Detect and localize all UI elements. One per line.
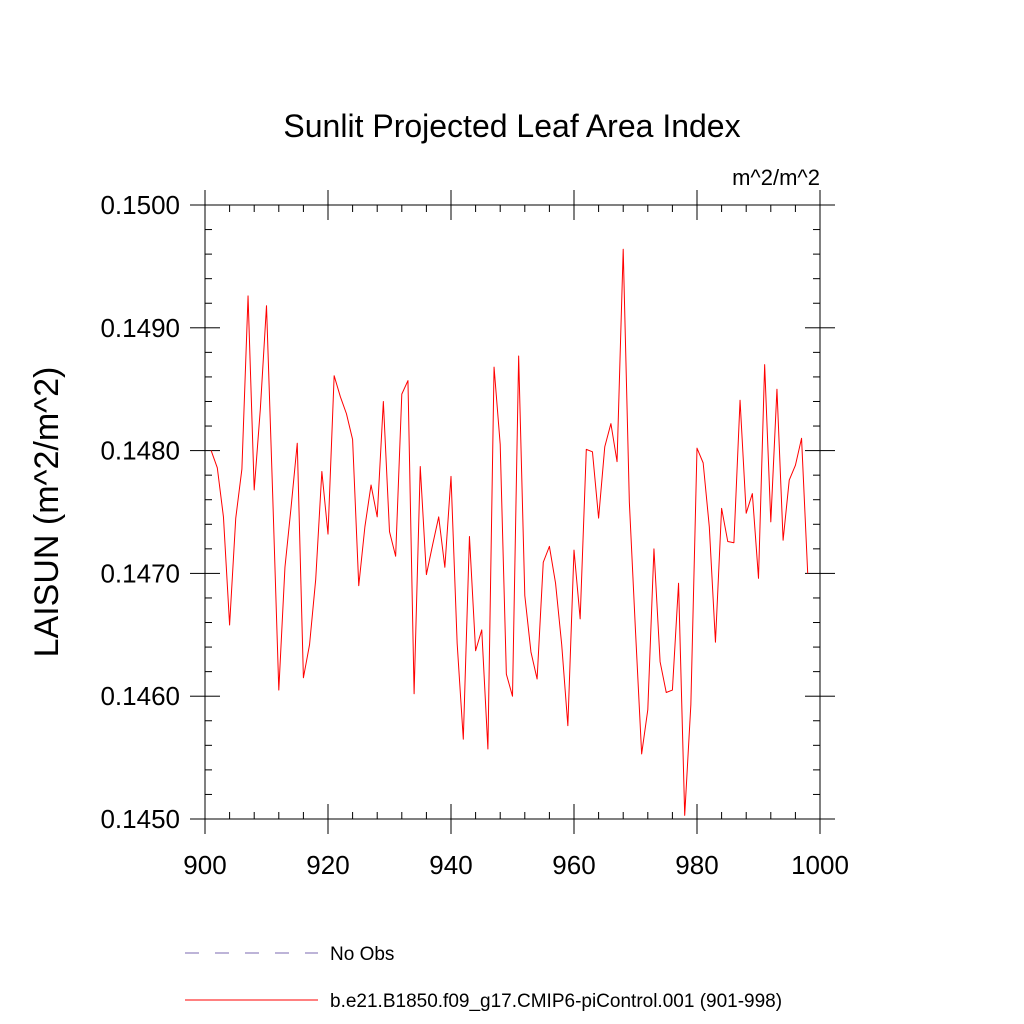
x-tick-label: 960 (552, 850, 595, 880)
axis-ticks (190, 190, 835, 834)
legend-label-picontrol: b.e21.B1850.f09_g17.CMIP6-piControl.001 … (330, 991, 782, 1012)
legend-label-no-obs: No Obs (330, 944, 394, 965)
axis-tick-labels: 900 920 940 960 980 1000 0.1450 0.1460 0.1470 0.1… (100, 190, 848, 880)
y-tick-label: 0.1460 (100, 681, 180, 711)
series-line-picontrol (210, 248, 809, 816)
x-tick-label: 900 (183, 850, 226, 880)
y-tick-label: 0.1480 (100, 436, 180, 466)
series-layer (210, 248, 809, 816)
chart-title: Sunlit Projected Leaf Area Index (283, 108, 740, 144)
y-tick-label: 0.1450 (100, 804, 180, 834)
legend: No Obs b.e21.B1850.f09_g17.CMIP6-piContr… (185, 944, 782, 1012)
y-axis-label: LAISUN (m^2/m^2) (28, 367, 66, 658)
y-tick-label: 0.1500 (100, 190, 180, 220)
y-tick-label: 0.1470 (100, 558, 180, 588)
x-tick-label: 980 (675, 850, 718, 880)
x-tick-label: 1000 (791, 850, 849, 880)
units-label: m^2/m^2 (732, 165, 820, 190)
plot-frame (204, 204, 821, 820)
y-tick-label: 0.1490 (100, 313, 180, 343)
x-tick-label: 940 (429, 850, 472, 880)
x-tick-label: 920 (306, 850, 349, 880)
